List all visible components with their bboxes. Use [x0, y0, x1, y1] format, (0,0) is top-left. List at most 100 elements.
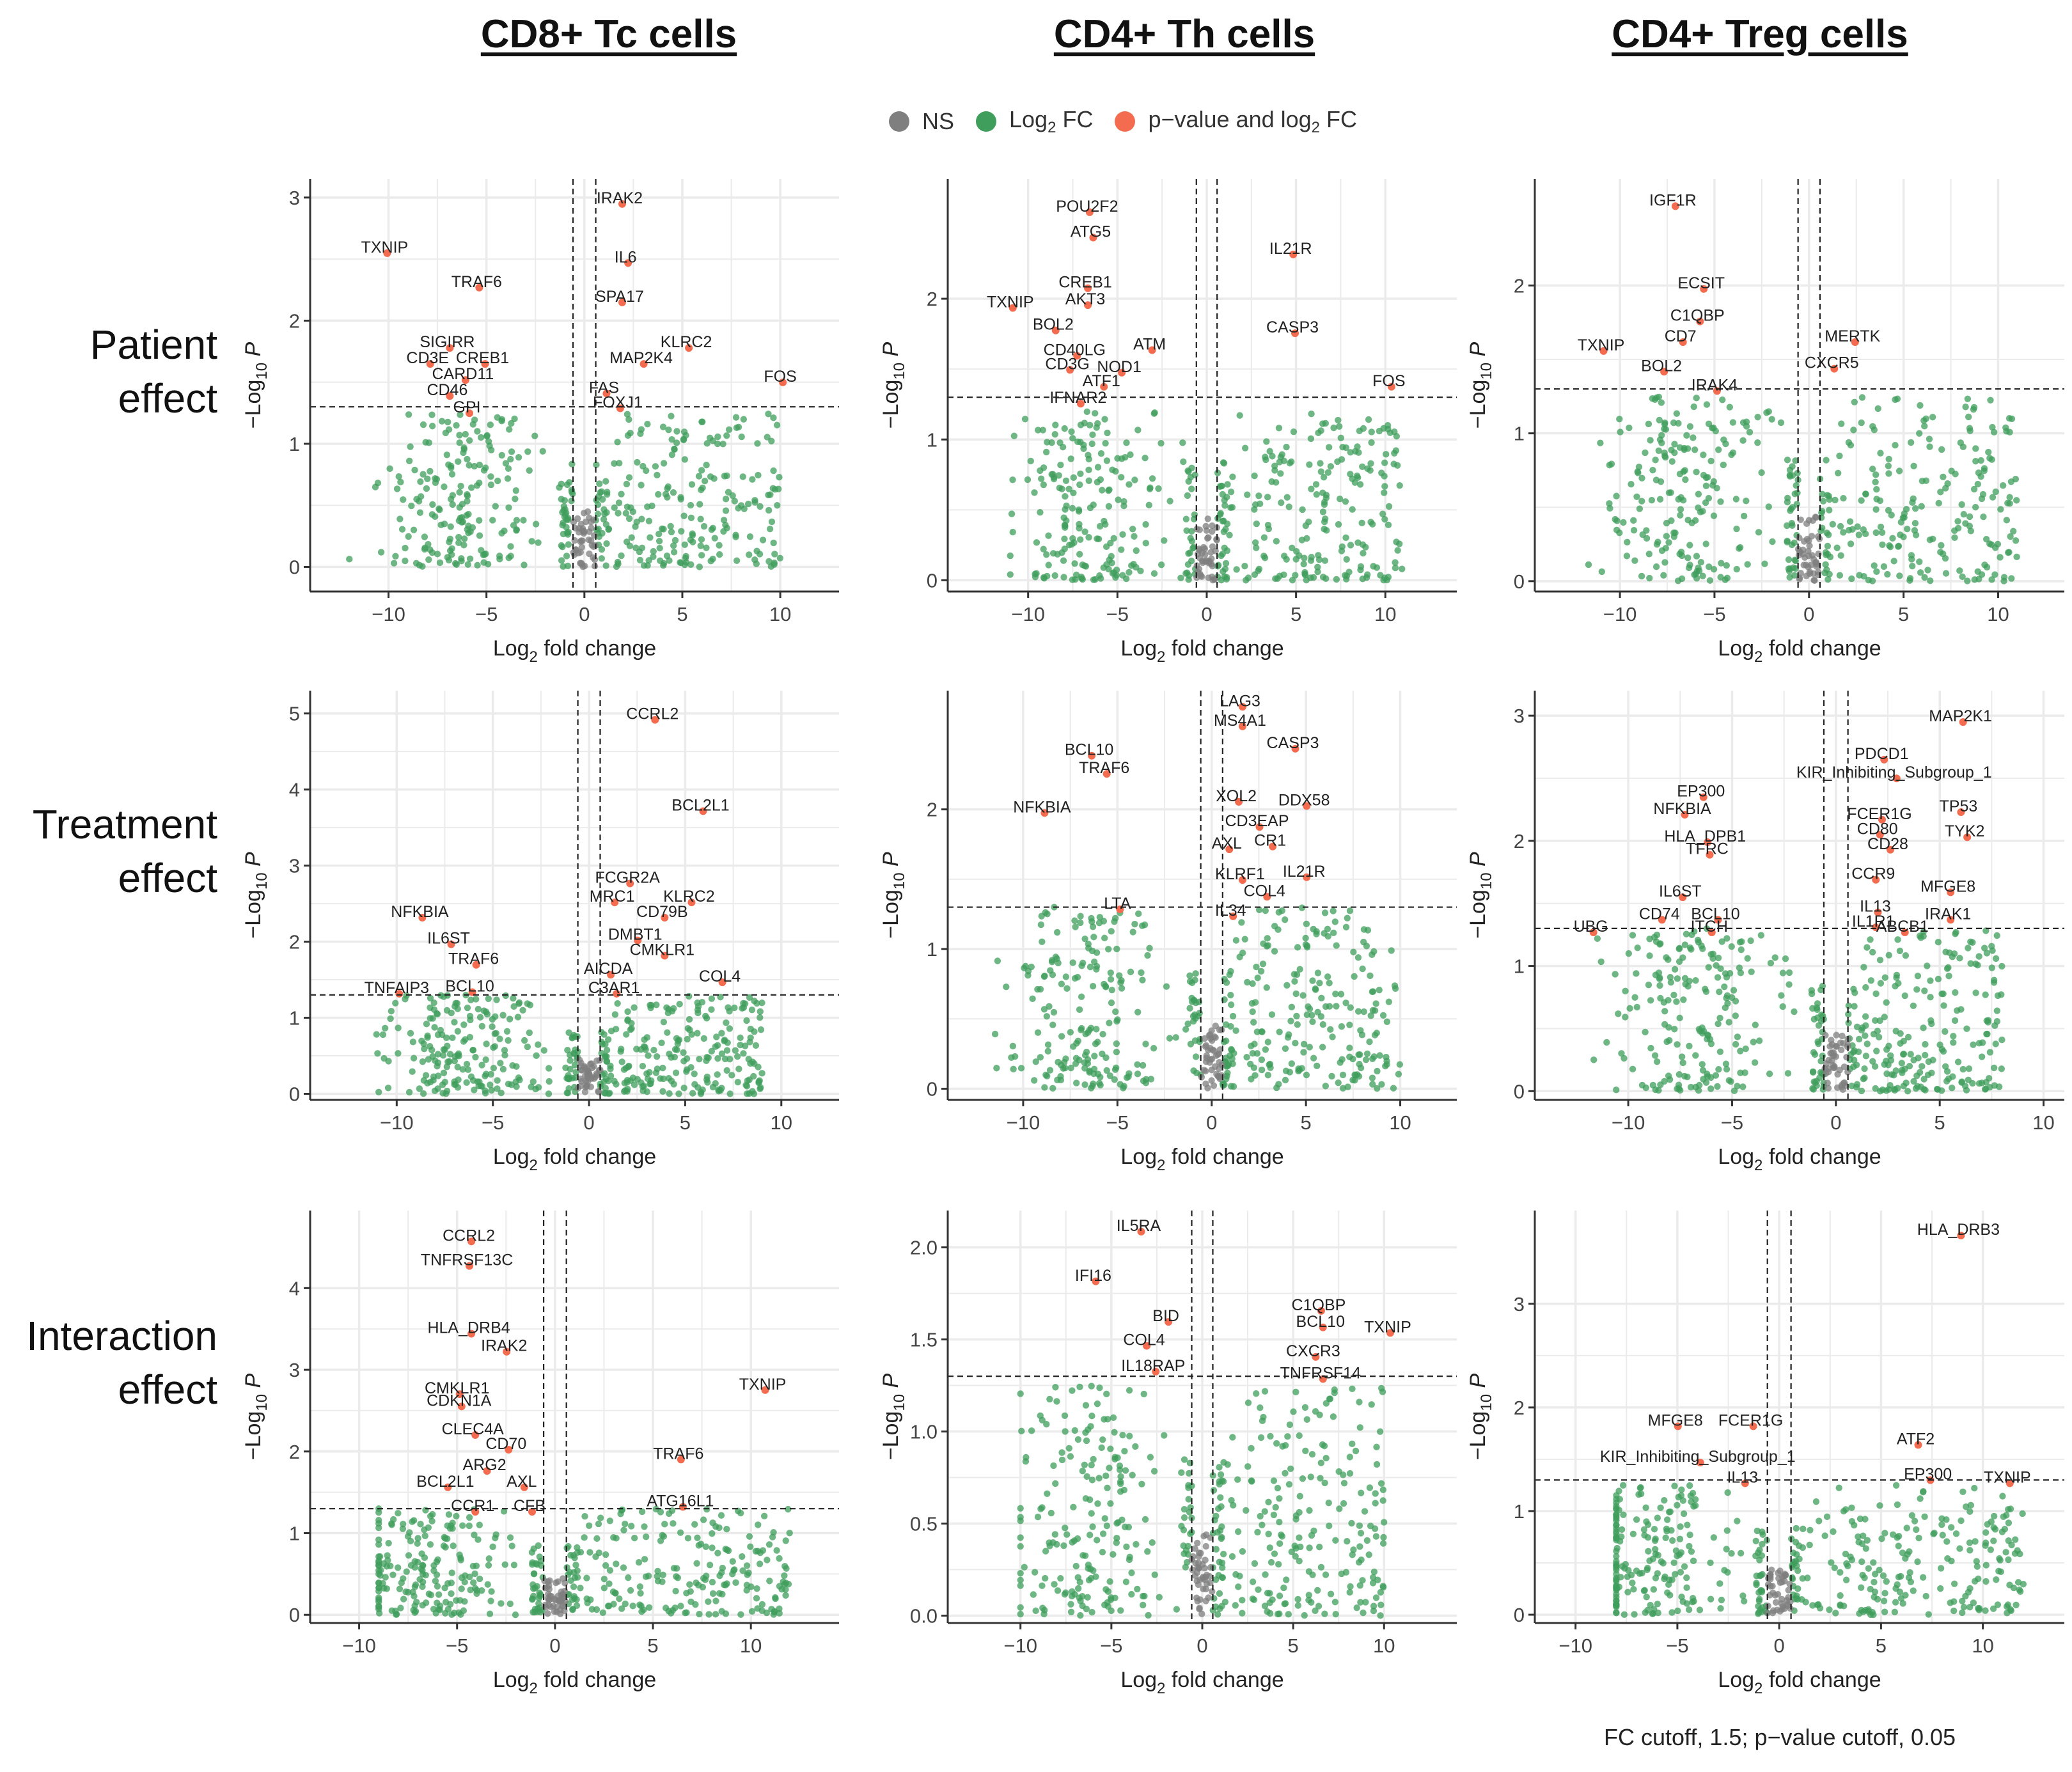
p1-point-fc [1065, 485, 1072, 492]
p1-point-fc [1037, 475, 1045, 482]
p8-point-fc [2019, 1510, 2026, 1517]
legend-sub-2: 2 [1048, 119, 1056, 137]
p1-point-fc [1045, 561, 1052, 568]
p0-point-fc [400, 496, 407, 503]
p8-point-fc [1812, 1498, 1820, 1505]
p8-point-fc [1891, 1608, 1899, 1616]
p8-point-fc [1948, 1524, 1955, 1531]
p8-point-fc [1613, 1566, 1620, 1574]
p8-point-fc [1621, 1611, 1628, 1619]
p8-point-fc [1679, 1497, 1687, 1504]
p8-point-fc [1630, 1586, 1637, 1593]
p0-gene-label: CD3E [406, 349, 449, 367]
p0-point-fc [441, 483, 448, 490]
p1-point-fc [1113, 566, 1120, 574]
row-label-interaction-line2: effect [118, 1367, 217, 1413]
p0-point-fc [448, 551, 455, 558]
p1-point-fc [1042, 448, 1050, 456]
p0-point-fc [673, 428, 680, 435]
p0-point-fc [602, 521, 610, 528]
p0-point-fc [659, 423, 667, 430]
p8-point-fc [1620, 1511, 1627, 1518]
p8-point-fc [1633, 1516, 1640, 1523]
p0-point-fc [732, 533, 739, 540]
p0-point-fc [443, 451, 451, 459]
p8-point-fc [1741, 1597, 1748, 1605]
p0-point-fc [673, 439, 680, 446]
p0-point-significant [383, 249, 391, 257]
p1-point-fc [1276, 459, 1283, 466]
p0-point-fc [560, 530, 567, 538]
p1-point-fc [1043, 551, 1050, 558]
p0-point-fc [486, 443, 493, 450]
p0-point-significant [461, 376, 469, 384]
p8-point-fc [1728, 1550, 1735, 1557]
p8-point-fc [1686, 1482, 1693, 1489]
p0-point-fc [668, 412, 675, 419]
p1-point-fc [1129, 526, 1136, 533]
p1-point-fc [1180, 458, 1187, 466]
p1-point-fc [1094, 464, 1102, 471]
p0-point-significant [446, 344, 454, 352]
p1-point-fc [1067, 455, 1074, 462]
p8-point-fc [1947, 1599, 1954, 1606]
p0-point-significant [475, 283, 483, 292]
p8-point-fc [1663, 1528, 1670, 1535]
p1-point-fc [1179, 439, 1186, 446]
p0-point-fc [469, 421, 476, 428]
p1-point-fc [1092, 576, 1099, 583]
p0-point-fc [614, 439, 621, 446]
p1-point-fc [1106, 556, 1113, 563]
p8-point-fc [1652, 1535, 1659, 1542]
p0-point-fc [687, 514, 695, 521]
p1-point-fc [1396, 482, 1403, 489]
p1-point-fc [1126, 568, 1133, 576]
p0-point-fc [645, 517, 653, 525]
p8-point-fc [1856, 1610, 1863, 1617]
p0-point-fc [677, 494, 684, 501]
p0-gene-label: KLRC2 [661, 333, 712, 351]
p8-point-fc [1737, 1549, 1745, 1557]
p8-point-fc [1937, 1585, 1944, 1592]
p0-point-fc [405, 411, 412, 418]
p0-point-fc [714, 433, 721, 441]
p1-point-fc [1037, 509, 1044, 516]
p0-point-fc [765, 491, 772, 499]
p0-point-fc [625, 416, 632, 423]
p0-point-fc [535, 539, 542, 546]
p1-point-fc [1060, 574, 1067, 581]
p0-point-fc [413, 496, 420, 503]
p0-point-fc [650, 548, 657, 555]
p0-point-fc [411, 466, 418, 474]
p8-point-fc [1707, 1596, 1715, 1603]
legend-label-log2fc: Log2 FC [1009, 106, 1093, 137]
p8-point-fc [1991, 1526, 1999, 1533]
p8-point-fc [1823, 1513, 1831, 1521]
p0-point-fc [733, 424, 741, 432]
p8-point-fc [1658, 1558, 1665, 1565]
p8-point-fc [1861, 1574, 1868, 1581]
p0-x-title-part: Log [493, 636, 530, 661]
p0-point-fc [716, 551, 723, 558]
p0-gene-label: SPA17 [595, 288, 644, 306]
p8-point-fc [1880, 1597, 1888, 1604]
p0-point-fc [677, 559, 684, 566]
p0-point-fc [593, 461, 600, 469]
p0-point-fc [698, 467, 705, 474]
p0-point-fc [652, 463, 659, 470]
p0-point-fc [757, 503, 764, 510]
p0-point-fc [624, 503, 631, 510]
p1-point-fc [1391, 450, 1398, 457]
p1-point-fc [1069, 435, 1076, 442]
p8-point-fc [1672, 1571, 1679, 1578]
p0-point-fc [444, 418, 451, 426]
p0-point-fc [645, 557, 652, 564]
p0-point-fc [483, 432, 491, 439]
p8-point-fc [1683, 1600, 1691, 1607]
p8-point-fc [1919, 1574, 1927, 1581]
p8-point-fc [1619, 1482, 1627, 1489]
p8-point-fc [1689, 1489, 1697, 1497]
p0-x-tick-label: 0 [579, 603, 590, 625]
p0-point-fc [650, 553, 657, 560]
p0-point-fc [420, 421, 427, 428]
